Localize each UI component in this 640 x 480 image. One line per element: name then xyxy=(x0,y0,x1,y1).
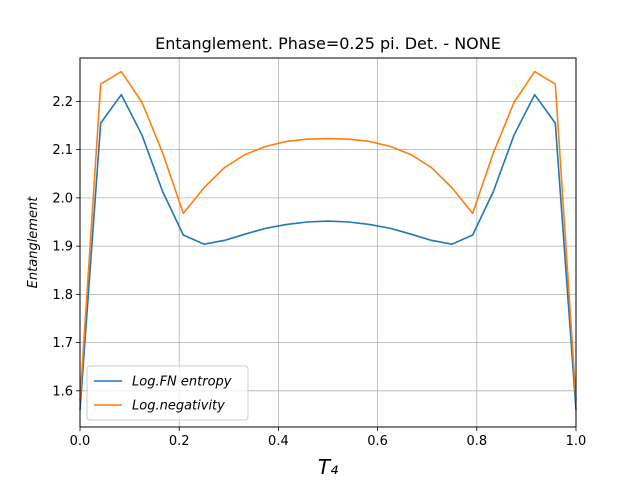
legend-box xyxy=(86,365,249,421)
x-tick-label: 1.0 xyxy=(566,434,587,449)
legend-label-log-fn-entropy: Log.FN entropy xyxy=(132,375,232,390)
legend: Log.FN entropy Log.negativity xyxy=(86,365,249,421)
y-tick-label: 1.9 xyxy=(52,240,73,255)
x-axis-label: T₄ xyxy=(318,455,338,479)
x-tick-label: 0.8 xyxy=(466,434,487,449)
series-line-log-fn-entropy xyxy=(79,93,577,411)
x-tick-label: 0.6 xyxy=(367,434,388,449)
axes-frame xyxy=(79,57,577,428)
series-lines xyxy=(79,70,577,411)
y-tick-label: 2.1 xyxy=(52,143,73,158)
y-tick-label: 1.7 xyxy=(52,336,73,351)
ticks: 0.0 0.2 0.4 0.6 0.8 1.0 1.6 1.7 1.8 1.9 2.0 2.1 2.2 xyxy=(52,95,586,449)
y-tick-label: 1.6 xyxy=(52,384,73,399)
x-tick-label: 0.4 xyxy=(268,434,289,449)
y-tick-label: 1.8 xyxy=(52,288,73,303)
chart-title: Entanglement. Phase=0.25 pi. Det. - NONE xyxy=(155,34,501,53)
series-line-log-negativity xyxy=(79,70,577,401)
grid xyxy=(79,58,577,427)
y-axis-label: Entanglement xyxy=(26,196,41,289)
y-tick-label: 2.2 xyxy=(52,95,73,110)
legend-label-log-negativity: Log.negativity xyxy=(132,399,225,414)
x-tick-label: 0.0 xyxy=(70,434,91,449)
x-tick-label: 0.2 xyxy=(169,434,190,449)
y-tick-label: 2.0 xyxy=(52,191,73,206)
